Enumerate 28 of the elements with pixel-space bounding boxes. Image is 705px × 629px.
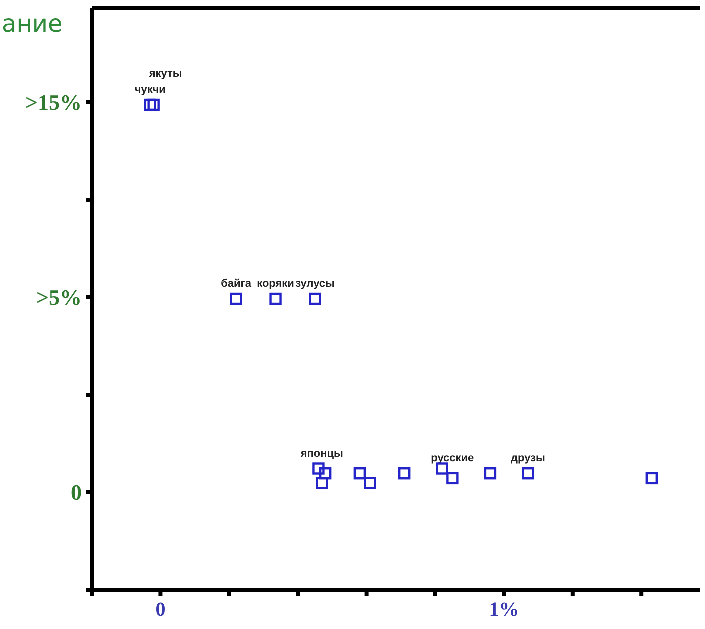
point [148, 98, 160, 112]
point [354, 468, 366, 480]
point [522, 468, 534, 480]
text: 0 [71, 480, 82, 506]
point [312, 462, 325, 475]
annotation: коряки [257, 278, 294, 290]
point [319, 468, 332, 480]
point [144, 98, 156, 112]
point [316, 477, 328, 490]
annotation: якуты [149, 68, 182, 80]
point [646, 472, 658, 485]
annotation: зулусы [296, 278, 335, 290]
point [484, 468, 497, 480]
point [364, 477, 376, 490]
annotation: друзы [511, 452, 546, 465]
point [230, 292, 242, 306]
annotation: байга [221, 278, 252, 290]
annotation: чукчи [134, 84, 166, 96]
annotation: русские [431, 452, 474, 465]
text: >5% [36, 285, 82, 310]
point [398, 468, 411, 480]
point [309, 292, 322, 306]
point [270, 292, 282, 306]
point [446, 472, 459, 485]
y-axis-title: ание [2, 10, 63, 38]
x-tick-label: 1% [489, 599, 520, 621]
annotation: японцы [300, 448, 344, 460]
text: >15% [25, 90, 82, 116]
